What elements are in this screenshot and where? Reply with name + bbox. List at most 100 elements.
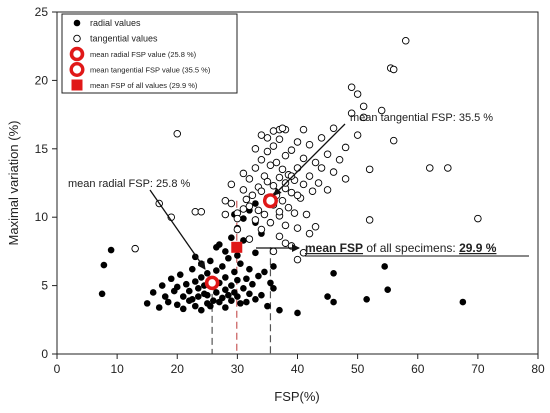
tangential-point xyxy=(245,235,254,243)
radial-point xyxy=(294,309,301,317)
legend-marker xyxy=(73,34,81,43)
mean-marker xyxy=(231,241,243,253)
tangential-point xyxy=(266,161,275,169)
radial-point xyxy=(261,268,268,276)
tangential-point xyxy=(377,106,386,115)
radial-point xyxy=(384,286,391,294)
radial-point xyxy=(143,300,151,307)
tangential-annotation: mean tangential FSP: 35.5 % xyxy=(350,112,493,124)
tangential-point xyxy=(221,210,230,219)
tangential-point xyxy=(359,113,368,122)
tangential-point xyxy=(287,188,296,197)
tangential-point xyxy=(257,187,266,195)
y-tick-label: 5 xyxy=(41,279,48,293)
tangential-point xyxy=(266,218,275,227)
radial-point xyxy=(228,282,235,289)
legend-label: tangential values xyxy=(90,34,158,44)
radial-point xyxy=(249,280,256,288)
tangential-point xyxy=(317,164,326,172)
tangential-point xyxy=(281,239,290,247)
radial-point xyxy=(246,290,253,298)
radial-point xyxy=(182,280,190,288)
tangential-point xyxy=(305,172,314,180)
radial-point xyxy=(204,269,211,277)
all-specimens-annotation: mean FSP of all specimens: 29.9 % xyxy=(305,241,497,255)
radial-point xyxy=(173,301,181,309)
radial-point xyxy=(228,234,235,242)
radial-point xyxy=(173,283,181,291)
tangential-point xyxy=(278,197,287,205)
radial-point xyxy=(198,274,205,281)
tangential-point xyxy=(293,191,302,200)
tangential-point xyxy=(197,207,206,216)
tangential-point xyxy=(227,199,236,208)
tangential-point xyxy=(341,175,350,183)
tangential-point xyxy=(474,214,482,223)
legend-marker xyxy=(69,62,85,78)
tangential-point xyxy=(299,125,308,134)
tangential-point xyxy=(269,127,278,135)
tangential-point xyxy=(389,136,398,145)
tangential-point xyxy=(272,158,281,167)
tangential-point xyxy=(347,109,356,117)
x-tick-label: 10 xyxy=(110,362,124,376)
radial-point xyxy=(98,290,106,298)
radial-point xyxy=(222,286,229,294)
y-axis-label: Maximal variation (%) xyxy=(6,121,21,246)
series-4 xyxy=(231,241,243,253)
tangential-point xyxy=(287,146,296,154)
legend-marker xyxy=(73,19,81,27)
tangential-point xyxy=(251,216,260,224)
radial-point xyxy=(246,265,253,273)
legend-label: mean radial FSP value (25.8 %) xyxy=(90,50,197,59)
tangential-point xyxy=(290,209,299,217)
radial-point xyxy=(270,285,277,292)
radial-point xyxy=(240,285,247,292)
tangential-point xyxy=(365,165,374,174)
tangential-arrow xyxy=(273,123,346,196)
tangential-point xyxy=(293,164,302,172)
legend-label: radial values xyxy=(90,18,141,28)
radial-point xyxy=(225,291,232,299)
tangential-point xyxy=(353,90,362,98)
legend-label: mean FSP of all values (29.9 %) xyxy=(90,81,198,90)
tangential-point xyxy=(221,197,230,205)
radial-point xyxy=(276,306,283,314)
radial-point xyxy=(222,248,229,255)
tangential-point xyxy=(299,249,308,257)
y-tick-label: 10 xyxy=(35,210,49,224)
radial-point xyxy=(330,298,337,306)
y-tick-label: 20 xyxy=(35,73,49,87)
radial-point xyxy=(176,271,184,278)
radial-point xyxy=(324,293,331,300)
tangential-point xyxy=(359,102,368,111)
radial-point xyxy=(234,252,241,259)
x-tick-label: 80 xyxy=(531,362,545,376)
radial-point xyxy=(219,294,226,302)
tangential-point xyxy=(287,172,296,180)
tangential-point xyxy=(329,124,338,133)
legend: radial values tangential values mean radia… xyxy=(61,13,238,94)
radial-point xyxy=(330,269,337,277)
tangential-point xyxy=(242,195,251,204)
radial-point xyxy=(234,293,241,300)
tangential-point xyxy=(389,65,398,74)
tangential-point xyxy=(269,181,278,190)
x-tick-label: 50 xyxy=(351,362,365,376)
tangential-point xyxy=(329,168,338,176)
tangential-point xyxy=(239,205,248,213)
x-tick-label: 60 xyxy=(411,362,425,376)
tangential-point xyxy=(233,214,242,223)
tangential-point xyxy=(444,164,452,172)
tangential-point xyxy=(263,147,272,156)
radial-point xyxy=(240,215,247,222)
tangential-point xyxy=(275,232,284,241)
all-specimens-prefix: mean FSP xyxy=(305,241,363,255)
tangential-point xyxy=(365,216,374,224)
legend-label: mean tangential FSP value (35.5 %) xyxy=(90,66,211,75)
tangential-point xyxy=(305,229,314,238)
tangential-point xyxy=(251,145,260,153)
tangential-point xyxy=(281,221,290,230)
radial-point xyxy=(252,295,259,303)
radial-point xyxy=(198,306,205,314)
